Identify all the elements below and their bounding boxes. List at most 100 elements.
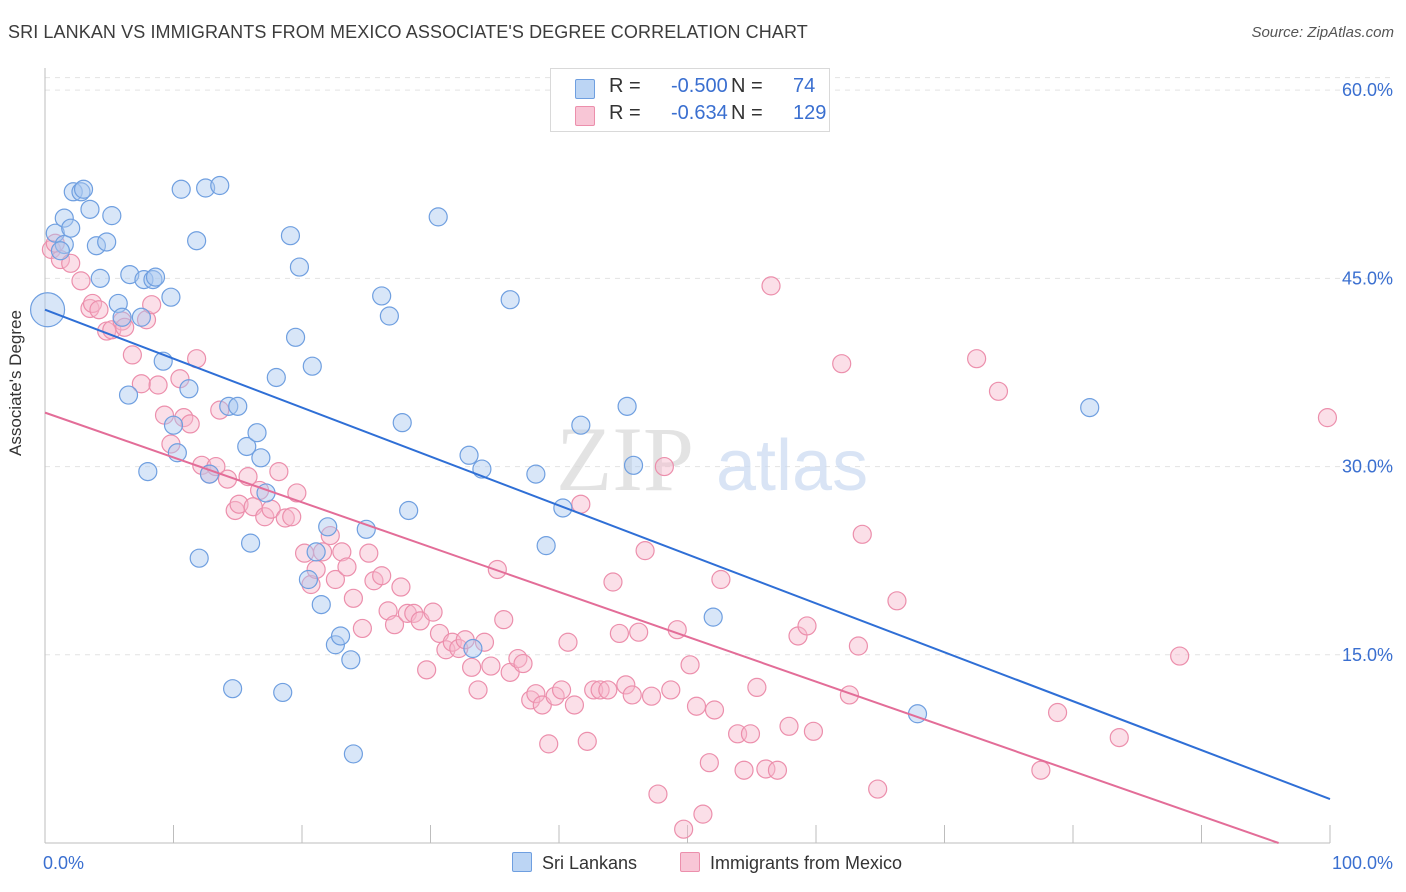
mexico-point [404,603,424,623]
mexico-point [680,655,700,675]
srilankan-point [179,379,199,399]
bottom-legend-label: Immigrants from Mexico [710,853,903,873]
mexico-point [1317,408,1338,428]
mexico-point [779,716,799,736]
mexico-point [474,632,495,652]
mexico-point [590,680,610,700]
mexico-point [598,680,618,700]
bottom-legend-srilankans: Sri Lankans [512,852,637,874]
mexico-point [1047,702,1068,723]
mexico-point [767,760,788,780]
srilankan-point [145,267,166,287]
mexico-point [417,660,437,680]
srilankan-point [617,396,637,416]
srilankan-point [428,207,448,227]
srilankan-point [302,356,322,376]
bottom-legend-label: Sri Lankans [542,853,638,873]
srilankan-point [171,179,191,199]
srilankan-point [463,638,483,659]
mexico-point [89,300,109,320]
mexico-point [641,686,662,706]
mexico-point [1170,646,1190,666]
srilankan-point [343,744,363,764]
x-tick-label-max: 100.0% [1332,853,1393,873]
mexico-point [462,657,482,677]
srilankan-point [50,241,71,261]
mexico-point [521,690,541,710]
srilankan-point [372,286,392,306]
mexico-point [839,685,860,705]
mexico-point [325,569,346,590]
mexico-point [384,615,405,635]
mexico-point [616,675,636,695]
mexico-point [372,566,392,586]
mexico-point [740,724,761,744]
srilankan-point [73,179,94,199]
srilankan-point [266,367,286,388]
mexico-point [761,276,781,296]
mexico-point [603,572,623,592]
srilankan-point [330,626,351,646]
mexico-point [699,753,719,773]
bottom-legend-swatch-pink [680,852,700,872]
srilankan-trend-line [44,308,1331,801]
correlation-legend: R = -0.500 N = 74 R = -0.634 N = 129 [550,68,830,132]
mexico-point [131,374,151,394]
mexico-point [564,695,585,715]
mexico-point [269,461,289,482]
watermark: ZIP atlas [556,408,868,510]
srilankan-point [623,455,644,475]
mexico-point [481,656,501,676]
mexico-point [136,310,157,330]
srilankan-point [143,270,163,290]
axes [44,68,1331,844]
mexico-point [686,696,707,716]
srilankan-point [102,206,122,226]
legend-r-value: -0.500 [671,75,728,97]
mexico-point [352,618,372,639]
chart-title: SRI LANKAN VS IMMIGRANTS FROM MEXICO ASS… [8,22,808,42]
srilankan-point [392,413,412,433]
srilankan-point [247,423,267,443]
srilankan-point [526,464,546,484]
mexico-point [337,557,357,577]
srilankan-point [356,519,376,539]
mexico-trend-line [44,411,1279,844]
mexico-point [693,804,713,824]
mexico-point [539,734,559,754]
srilankan-point [71,182,91,202]
mexico-point [71,271,91,291]
legend-n-label: N = [731,75,763,97]
legend-r-label: R = [609,75,641,97]
mexico-point [180,414,200,434]
mexico-point [1109,728,1129,748]
legend-r-value: -0.634 [671,102,728,124]
mexico-point [468,680,488,700]
mexico-point [584,680,604,700]
srilankan-point [161,287,181,307]
srilankan-point [251,448,271,468]
mexico-point [848,636,869,656]
mexico-point [229,494,249,514]
srilankan-point [80,199,100,219]
srilankan-points [29,175,1100,764]
mexico-point [868,779,888,799]
mexico-point [674,819,694,839]
mexico-point [577,731,597,751]
mexico-point [648,784,668,804]
mexico-point [734,760,754,780]
srilankan-point [703,607,723,627]
y-tick-label: 30.0% [1342,457,1393,477]
srilankan-point [120,264,140,285]
mexico-point [287,483,307,503]
mexico-point [359,543,379,563]
mexico-point [255,507,275,527]
srilankan-point [285,327,306,347]
mexico-point [635,541,655,561]
legend-swatch-pink [575,106,595,126]
mexico-point [526,684,546,704]
y-tick-label: 60.0% [1342,80,1393,100]
bottom-legend-swatch-blue [512,852,532,872]
trend-lines [44,308,1331,844]
